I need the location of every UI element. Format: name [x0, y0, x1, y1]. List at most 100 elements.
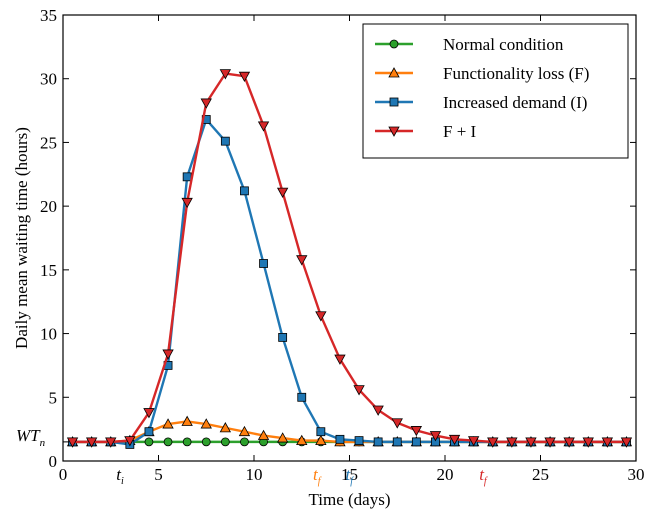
data-point: [620, 437, 633, 448]
data-point: [124, 436, 136, 447]
data-point: [335, 434, 345, 444]
data-point: [257, 121, 270, 132]
data-point: [354, 436, 364, 446]
data-point: [563, 437, 575, 448]
data-point: [448, 434, 461, 446]
baseline-label: WTn: [16, 426, 46, 449]
data-point: [410, 426, 423, 437]
data-point: [181, 415, 193, 426]
y-tick-label: 0: [49, 452, 58, 471]
data-point: [259, 259, 268, 268]
data-point: [201, 437, 211, 447]
data-point: [200, 418, 212, 429]
data-point: [276, 187, 289, 198]
data-point: [525, 437, 537, 448]
data-point: [143, 408, 155, 419]
data-point: [238, 425, 251, 437]
data-point: [582, 437, 594, 448]
data-point: [487, 437, 499, 448]
y-axis: 0 5 10 15 20 25 30 35 WTn: [16, 6, 636, 471]
data-point: [257, 429, 270, 440]
legend-item: F + I: [375, 122, 477, 141]
data-point: [296, 255, 308, 266]
x-tick-label: 30: [628, 465, 645, 484]
x-tick-label: 10: [246, 465, 263, 484]
legend-marker: [389, 39, 399, 49]
data-point: [66, 437, 79, 448]
y-tick-label: 20: [40, 197, 57, 216]
data-point: [316, 427, 326, 437]
x-tick-label: 0: [59, 465, 68, 484]
data-point: [105, 437, 117, 448]
data-point: [296, 434, 308, 446]
x-tick-label: 25: [532, 465, 549, 484]
legend-label: Functionality loss (F): [443, 64, 589, 83]
data-point: [219, 422, 232, 433]
data-point: [240, 437, 249, 447]
series-3: [66, 69, 633, 448]
data-point: [372, 405, 384, 416]
data-point: [297, 392, 307, 402]
legend-marker: [389, 97, 399, 107]
data-point: [506, 437, 518, 448]
y-tick-label: 10: [40, 325, 57, 344]
data-point: [373, 437, 383, 447]
y-tick-label: 15: [40, 261, 57, 280]
data-point: [601, 437, 614, 448]
data-point: [392, 437, 402, 447]
data-point: [353, 385, 365, 396]
data-point: [334, 354, 346, 365]
data-point: [429, 431, 442, 442]
time-marker-label: tf: [346, 465, 355, 487]
data-point: [315, 434, 327, 446]
data-point: [467, 436, 480, 447]
data-point: [411, 437, 421, 447]
data-point: [85, 437, 98, 448]
data-point: [182, 172, 192, 182]
y-axis-label: Daily mean waiting time (hours): [12, 127, 31, 349]
legend-marker: [388, 126, 400, 137]
data-point: [219, 69, 232, 80]
time-markers: ti tf tf tf: [116, 465, 488, 487]
data-point: [144, 437, 154, 447]
data-point: [181, 197, 193, 209]
data-point: [163, 437, 173, 447]
legend-marker: [388, 67, 400, 78]
x-tick-label: 15: [341, 465, 358, 484]
data-point: [144, 427, 154, 437]
data-point: [220, 437, 230, 447]
time-marker-label: ti: [116, 465, 124, 487]
data-point: [544, 437, 556, 448]
data-point: [315, 311, 327, 322]
data-point: [276, 432, 289, 443]
data-point: [162, 418, 174, 429]
legend: Normal condition Functionality loss (F) In…: [362, 23, 629, 159]
y-tick-label: 5: [49, 388, 58, 407]
legend-item: Functionality loss (F): [375, 64, 589, 83]
y-tick-label: 30: [40, 70, 57, 89]
data-point: [182, 437, 192, 447]
legend-label: F + I: [443, 122, 477, 141]
x-tick-label: 20: [437, 465, 454, 484]
time-marker-label: tf: [313, 465, 322, 487]
legend-label: Normal condition: [443, 35, 564, 54]
data-point: [220, 136, 230, 146]
x-tick-label: 5: [154, 465, 163, 484]
data-point: [200, 98, 212, 109]
data-point: [162, 349, 174, 360]
data-point: [278, 332, 288, 342]
time-marker-label: tf: [479, 465, 488, 487]
legend-box: [362, 23, 629, 159]
data-point: [240, 186, 249, 196]
y-tick-label: 25: [40, 133, 57, 152]
y-tick-label: 35: [40, 6, 57, 25]
legend-item: Increased demand (I): [375, 93, 587, 112]
x-axis: 0 5 10 15 20 25 30: [59, 15, 645, 484]
legend-item: Normal condition: [375, 35, 564, 54]
series-layer: [66, 69, 633, 449]
legend-label: Increased demand (I): [443, 93, 587, 112]
data-point: [238, 71, 251, 82]
x-axis-label: Time (days): [308, 490, 390, 509]
data-point: [391, 418, 403, 429]
